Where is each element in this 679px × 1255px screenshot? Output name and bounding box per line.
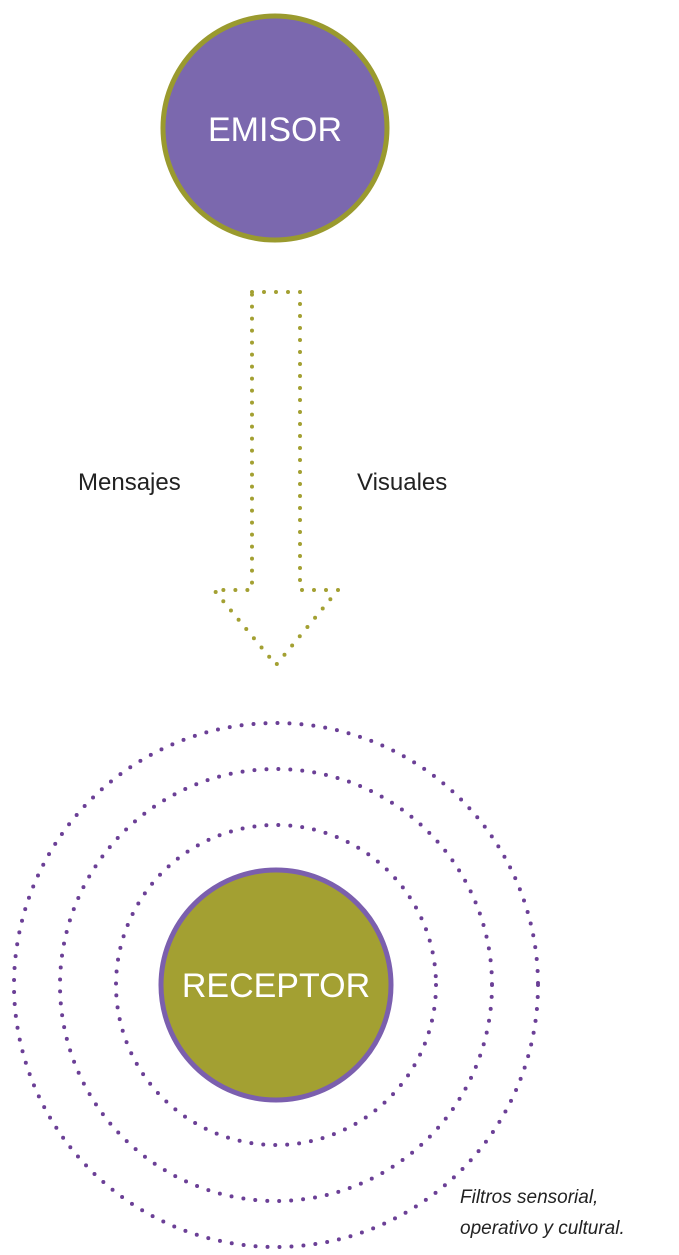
receiver-label: RECEPTOR	[182, 967, 370, 1005]
receiver-node: RECEPTOR	[158, 867, 394, 1103]
dotted-arrow	[209, 290, 343, 669]
arrow-right-label: Visuales	[357, 469, 447, 496]
filter-ring-inner	[114, 823, 438, 1147]
emitter-node: EMISOR	[160, 13, 390, 243]
arrow-left-label: Mensajes	[78, 469, 181, 496]
emitter-circle	[160, 13, 390, 243]
filters-caption-line1: Filtros sensorial,	[460, 1187, 598, 1208]
emitter-label: EMISOR	[208, 111, 342, 149]
receiver-circle	[158, 867, 394, 1103]
filter-rings	[12, 721, 540, 1249]
filters-caption-line2: operativo y cultural.	[460, 1218, 625, 1239]
filter-ring-outer	[12, 721, 540, 1249]
filter-ring-middle	[58, 767, 494, 1203]
arrow-outline	[209, 290, 343, 669]
